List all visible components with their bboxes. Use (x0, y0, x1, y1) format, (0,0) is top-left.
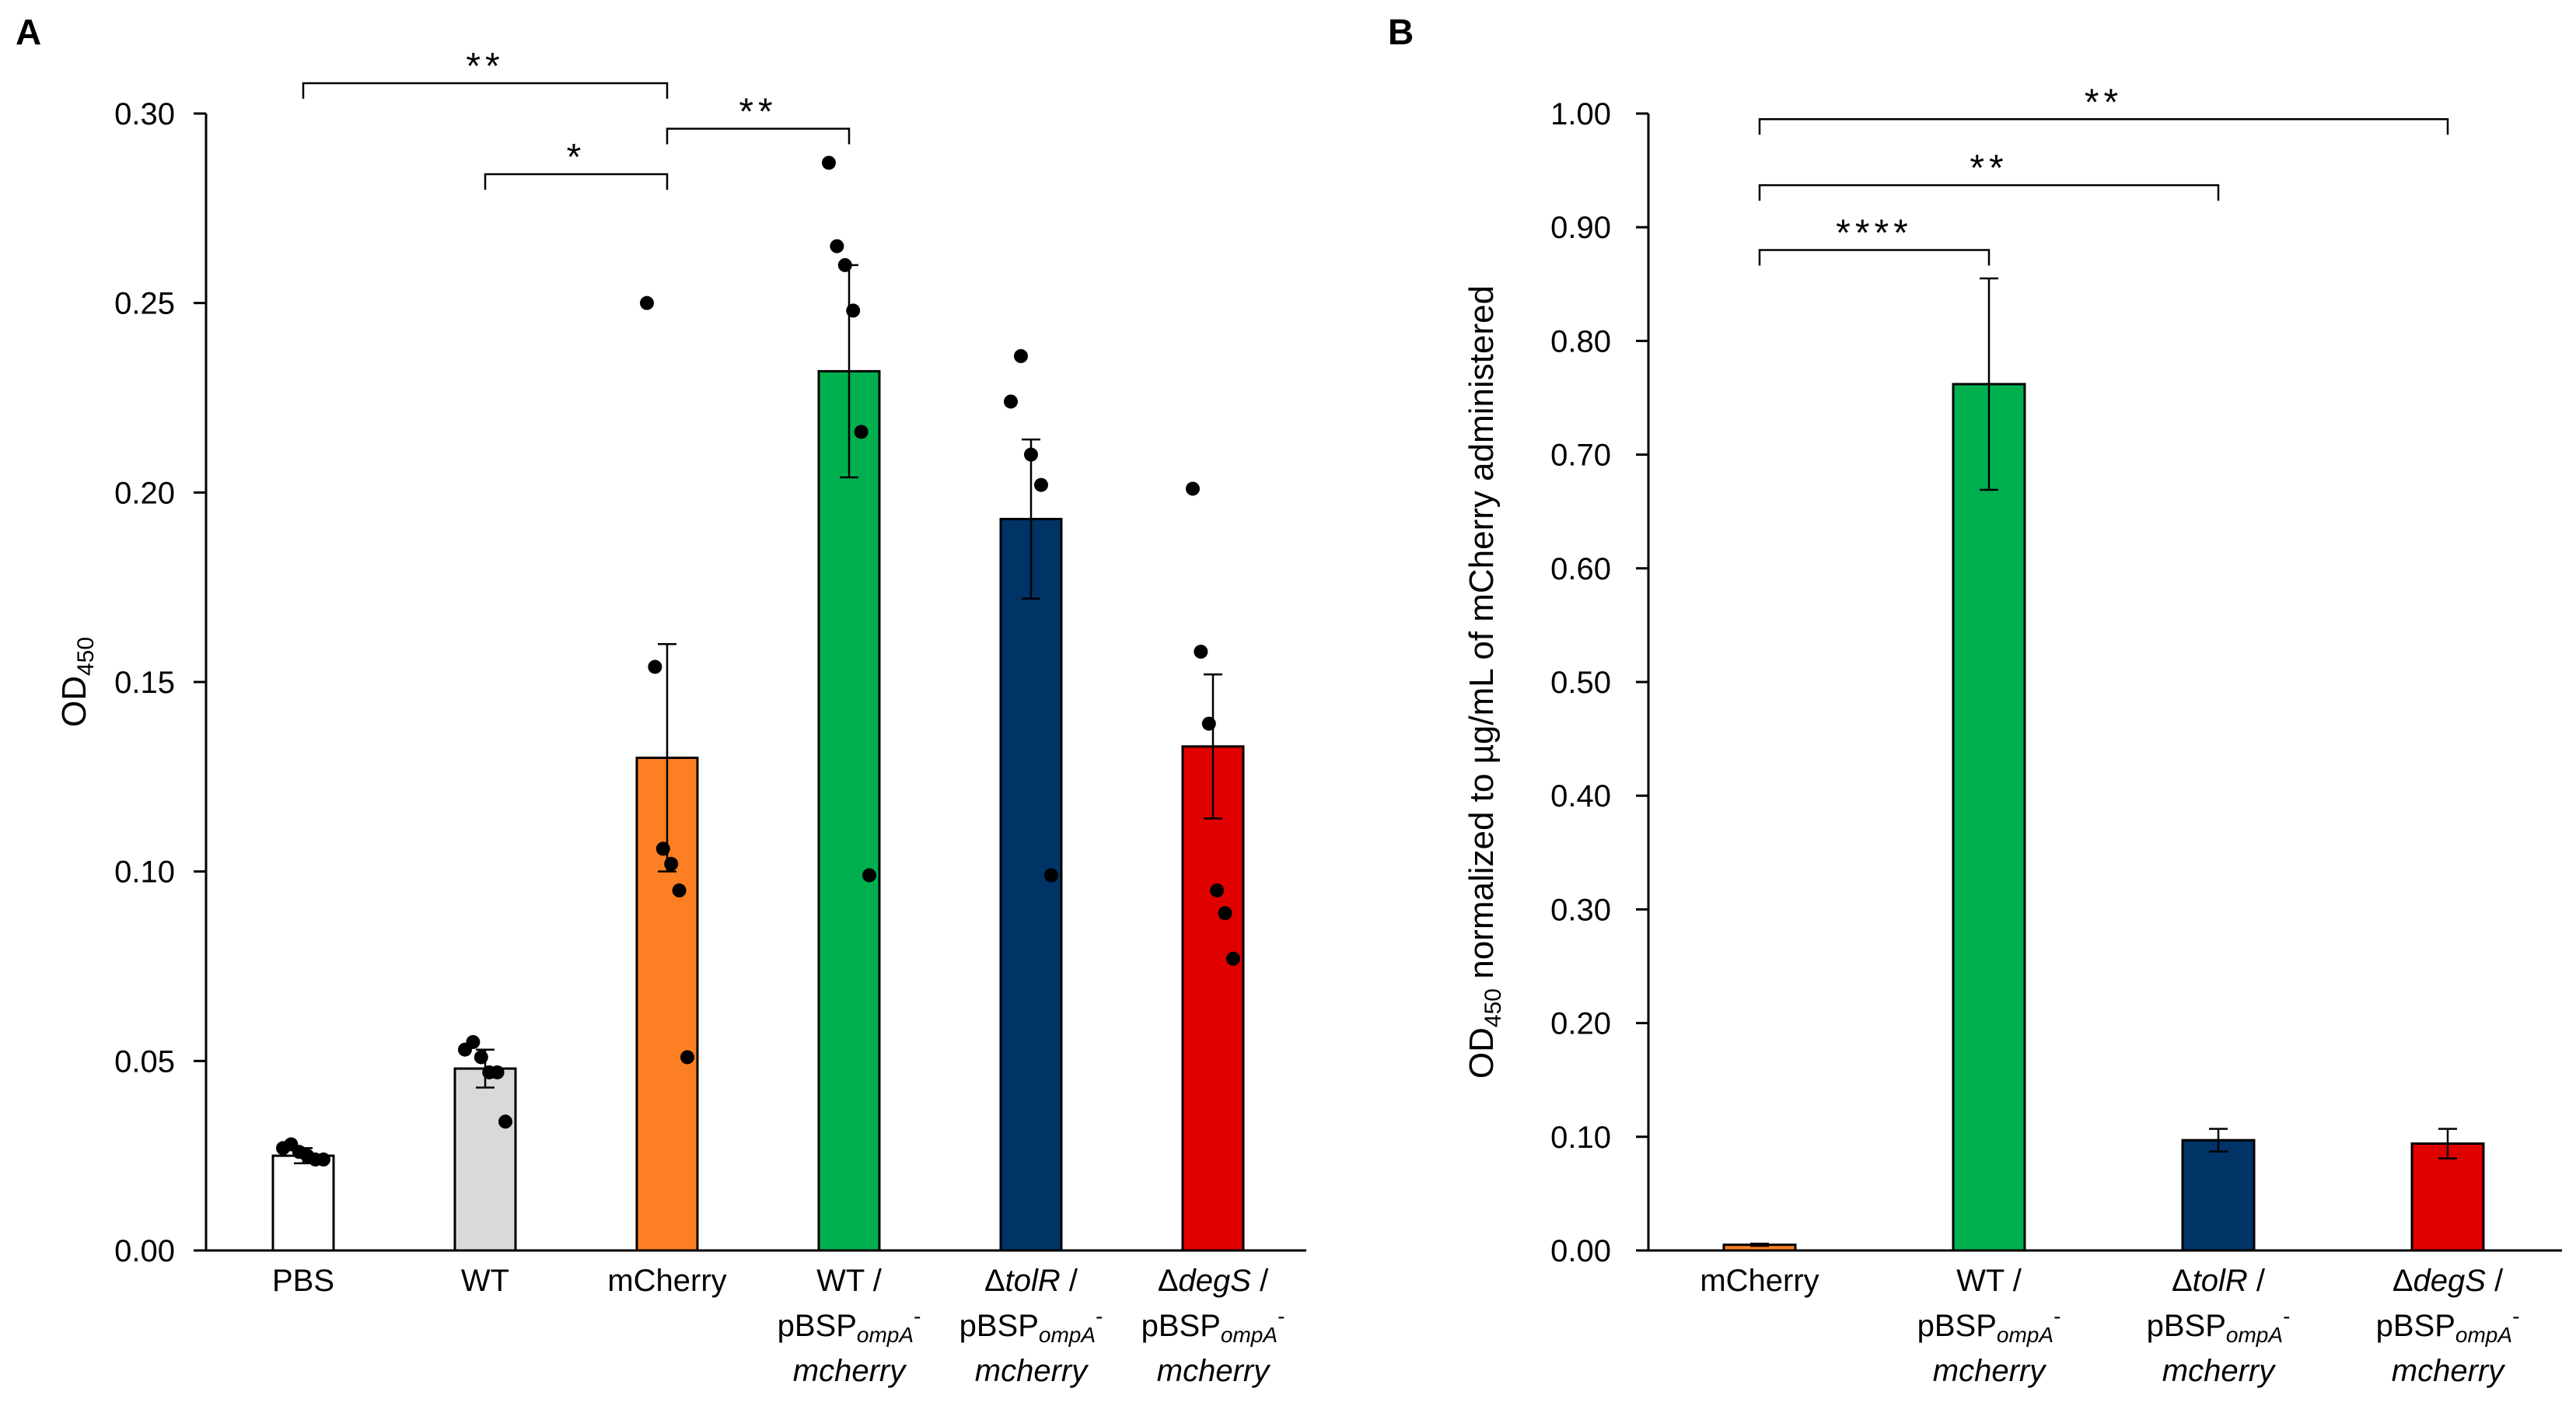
y-tick-label: 0.25 (114, 287, 175, 321)
y-tick-label: 1.00 (1550, 97, 1611, 131)
data-point (498, 1114, 512, 1129)
data-point (1024, 447, 1038, 462)
significance-label: ** (466, 46, 504, 87)
y-tick-label: 0.80 (1550, 324, 1611, 358)
data-point (854, 425, 869, 439)
y-tick-label: 0.70 (1550, 439, 1611, 473)
category-label: mCherry (607, 1264, 726, 1298)
category-label-line1: ΔdegS / (1158, 1264, 1269, 1298)
y-tick-label: 0.50 (1550, 666, 1611, 700)
y-tick-label: 0.15 (114, 666, 175, 700)
category-label: WT (461, 1264, 509, 1298)
significance-label: ** (2085, 82, 2123, 123)
data-point (1186, 481, 1200, 496)
y-tick-label: 0.00 (1550, 1234, 1611, 1268)
data-point (1218, 906, 1232, 921)
data-point (1194, 645, 1208, 659)
data-point (672, 883, 687, 898)
category-label-line2: pBSPompA- (2376, 1304, 2520, 1347)
bar (271, 1154, 335, 1252)
y-tick-label: 0.30 (114, 97, 175, 131)
data-point (655, 841, 670, 856)
y-tick-label: 0.10 (1550, 1121, 1611, 1155)
category-label-line3: mcherry (975, 1354, 1089, 1388)
data-point (466, 1034, 481, 1049)
category-label-line3: mcherry (1933, 1354, 2047, 1388)
data-point (1004, 394, 1018, 409)
significance-label: **** (1836, 212, 1913, 254)
category-label: mCherry (1700, 1264, 1819, 1298)
y-tick-label: 0.10 (114, 855, 175, 890)
significance-label: ** (1970, 148, 2008, 189)
y-tick-label: 0.05 (114, 1044, 175, 1079)
category-label-line2: pBSPompA- (959, 1304, 1103, 1347)
significance-bracket (1758, 249, 1991, 266)
significance-label: ** (739, 91, 777, 132)
category-label-line3: mcherry (793, 1354, 907, 1388)
y-tick-label: 0.30 (1550, 893, 1611, 927)
panel-letter: A (16, 12, 41, 52)
data-point (316, 1152, 330, 1167)
y-tick-label: 0.20 (114, 476, 175, 510)
category-label-line2: pBSPompA- (778, 1304, 921, 1347)
data-point (664, 856, 679, 871)
y-tick-label: 0.20 (1550, 1007, 1611, 1041)
significance-bracket (1758, 184, 2220, 201)
bar (2181, 1138, 2256, 1252)
data-point (474, 1050, 488, 1065)
data-point (640, 296, 654, 310)
significance-bracket (666, 128, 851, 145)
category-label-line2: pBSPompA- (1141, 1304, 1285, 1347)
y-axis-title: OD450 normalized to µg/mL of mCherry adm… (1463, 285, 1506, 1079)
significance-label: * (567, 137, 586, 178)
data-point (862, 868, 876, 883)
category-label-line1: WT / (816, 1264, 883, 1298)
panel-letter: B (1388, 12, 1414, 52)
bar (817, 369, 881, 1252)
y-axis-title: OD450 (55, 637, 99, 727)
data-point (822, 156, 836, 170)
data-point (1044, 868, 1058, 883)
data-point (490, 1065, 505, 1079)
data-point (830, 239, 844, 254)
data-point (648, 659, 662, 674)
category-label-line3: mcherry (1157, 1354, 1271, 1388)
y-tick-label: 0.00 (114, 1234, 175, 1268)
data-point (1226, 951, 1240, 966)
category-label: PBS (272, 1264, 334, 1298)
category-label-line2: pBSPompA- (2147, 1304, 2291, 1347)
data-point (846, 303, 861, 318)
data-point (680, 1050, 694, 1065)
category-label-line1: ΔdegS / (2392, 1264, 2504, 1298)
data-point (1014, 348, 1028, 363)
bar (453, 1067, 517, 1252)
data-point (1201, 716, 1216, 731)
category-label-line2: pBSPompA- (1917, 1304, 2061, 1347)
data-point (837, 257, 852, 272)
bar (1952, 383, 2026, 1252)
significance-bracket (302, 82, 669, 100)
bar (2410, 1142, 2485, 1252)
panel-b: B 0.00 0.10 0.20 0.30 0.40 0.50 0.60 0.70 0.80 0.9… (1388, 12, 2562, 1388)
y-tick-label: 0.40 (1550, 779, 1611, 813)
category-label-line3: mcherry (2392, 1354, 2506, 1388)
category-label-line3: mcherry (2162, 1354, 2277, 1388)
data-point (1034, 477, 1048, 492)
panel-a: A0.000.050.100.150.200.250.30OD450*****P… (16, 12, 1306, 1388)
bar (999, 517, 1063, 1252)
y-tick-label: 0.60 (1550, 552, 1611, 586)
y-tick-label: 0.90 (1550, 211, 1611, 245)
bar (1181, 745, 1245, 1252)
data-point (1210, 883, 1225, 898)
category-label-line1: ΔtolR / (984, 1264, 1078, 1298)
significance-bracket (1758, 118, 2449, 135)
significance-bracket (484, 173, 669, 190)
category-label-line1: ΔtolR / (2172, 1264, 2266, 1298)
category-label-line1: WT / (1956, 1264, 2022, 1298)
